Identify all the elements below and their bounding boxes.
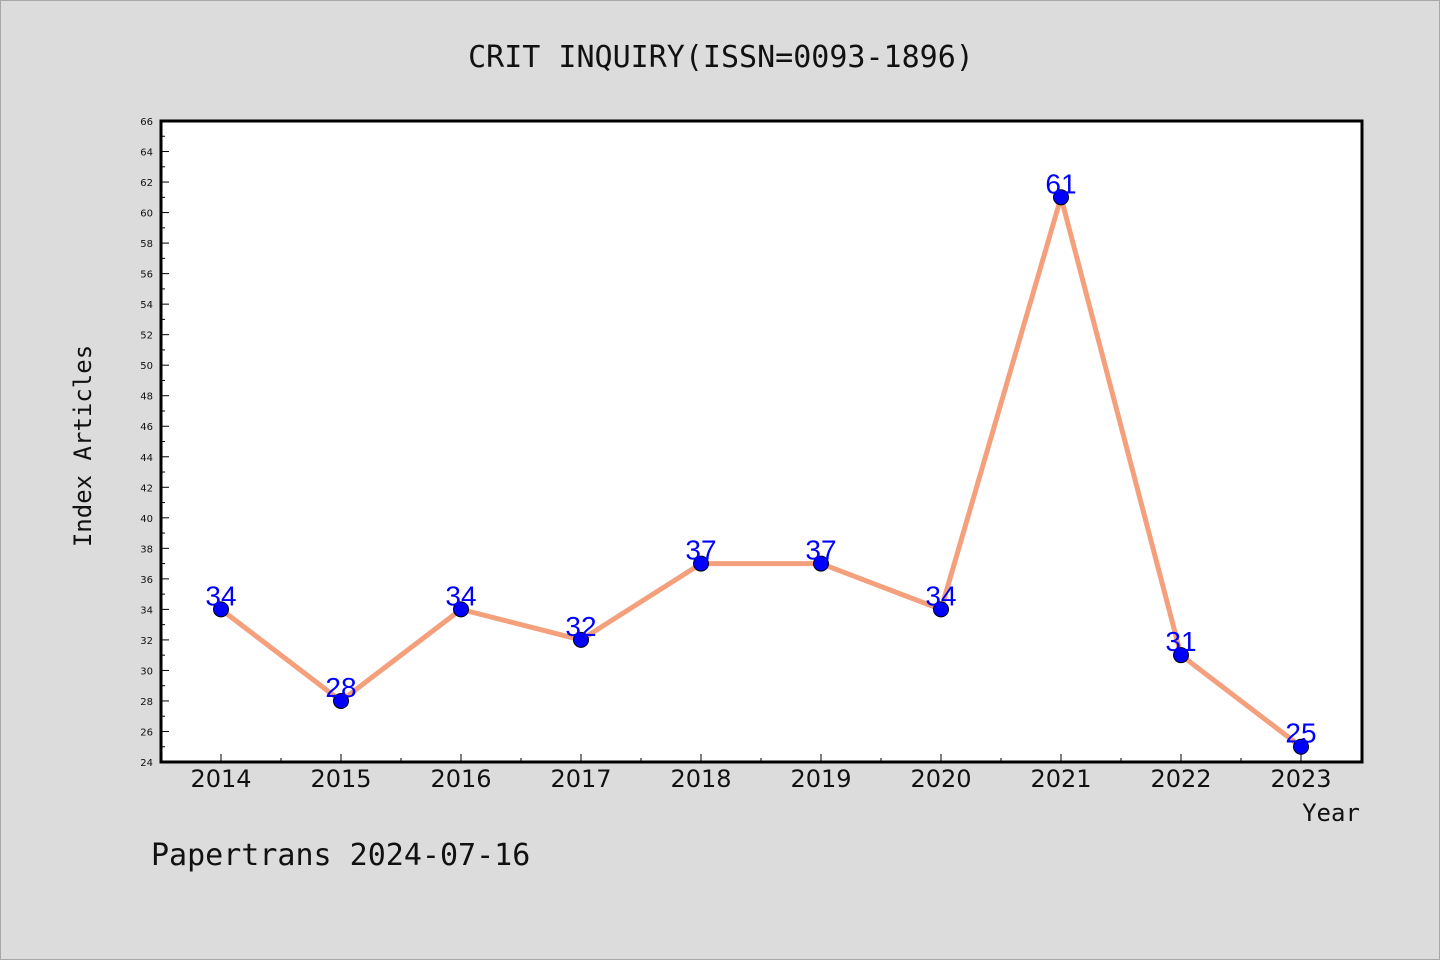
- chart-title: CRIT INQUIRY(ISSN=0093-1896): [468, 40, 974, 75]
- y-tick-label: 38: [140, 544, 153, 555]
- data-label: 61: [1045, 168, 1076, 199]
- data-label: 34: [445, 580, 476, 611]
- data-label: 32: [565, 611, 596, 642]
- y-tick-label: 50: [140, 361, 153, 372]
- y-tick-label: 30: [140, 666, 153, 677]
- data-label: 34: [205, 580, 236, 611]
- x-tick-label: 2023: [1270, 765, 1331, 793]
- data-label: 31: [1165, 626, 1196, 657]
- y-axis-label: Index Articles: [69, 345, 97, 547]
- data-label: 37: [805, 535, 836, 566]
- y-tick-label: 34: [140, 605, 153, 616]
- x-tick-label: 2017: [550, 765, 611, 793]
- y-tick-label: 64: [140, 148, 153, 159]
- footer-date-stamp: Papertrans 2024-07-16: [151, 838, 530, 873]
- data-label: 25: [1285, 718, 1316, 749]
- y-tick-label: 28: [140, 697, 153, 708]
- y-tick-label: 58: [140, 239, 153, 250]
- data-point: [1293, 738, 1309, 755]
- y-tick-label: 62: [140, 178, 153, 189]
- data-point: [213, 601, 229, 618]
- x-tick-label: 2021: [1030, 765, 1091, 793]
- y-axis: 24 26 28 30 32 34 36 38 40 42 44 46 48 50 52 54 56 58 60 62…: [140, 117, 169, 769]
- y-tick-label: 56: [140, 270, 153, 281]
- plot-area: [159, 119, 1364, 764]
- y-tick-label: 40: [140, 514, 153, 525]
- y-tick-label: 48: [140, 392, 153, 403]
- y-tick-label: 26: [140, 727, 153, 738]
- x-axis: 2014 2015 2016 2017 2018 2019 2020 2021 2022 2023: [190, 754, 1332, 793]
- y-tick-label: 54: [140, 300, 153, 311]
- data-point: [813, 555, 829, 572]
- x-tick-label: 2016: [430, 765, 491, 793]
- data-label: 34: [925, 580, 956, 611]
- y-tick-label: 32: [140, 636, 153, 647]
- data-label: 28: [325, 672, 356, 703]
- y-tick-label: 66: [140, 117, 153, 128]
- y-tick-label: 24: [140, 758, 153, 769]
- y-tick-label: 42: [140, 483, 153, 494]
- x-tick-label: 2019: [790, 765, 851, 793]
- x-tick-label: 2018: [670, 765, 731, 793]
- data-point: [693, 555, 709, 572]
- data-point: [453, 601, 469, 618]
- data-point: [333, 692, 349, 709]
- data-label-layer: 34 28 34 32 37 37 34 61 31 25: [205, 168, 1316, 748]
- data-point: [1053, 189, 1069, 206]
- data-point: [1173, 647, 1189, 664]
- series-line: [218, 194, 1304, 750]
- x-tick-label: 2022: [1150, 765, 1211, 793]
- x-tick-label: 2015: [310, 765, 371, 793]
- x-axis-label: Year: [1302, 799, 1360, 827]
- data-label: 37: [685, 535, 716, 566]
- data-point: [933, 601, 949, 618]
- x-tick-label: 2020: [910, 765, 971, 793]
- series-layer: [213, 189, 1309, 755]
- y-tick-label: 46: [140, 422, 153, 433]
- y-tick-label: 44: [140, 453, 153, 464]
- data-point: [573, 631, 589, 648]
- y-tick-label: 52: [140, 331, 153, 342]
- y-tick-label: 36: [140, 575, 153, 586]
- x-tick-label: 2014: [190, 765, 251, 793]
- y-tick-label: 60: [140, 209, 153, 220]
